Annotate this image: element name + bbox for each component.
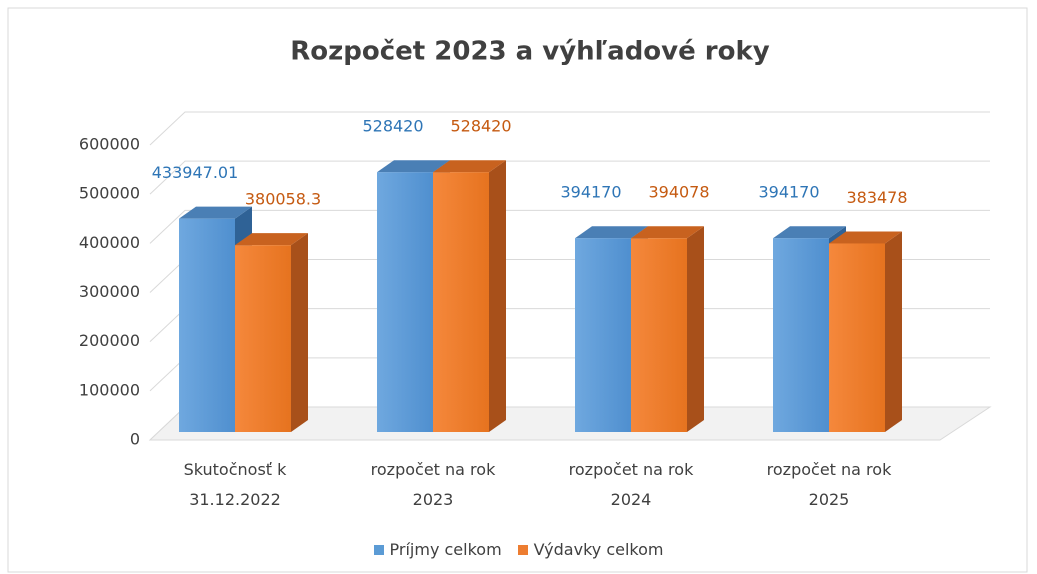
bar-top <box>631 226 704 239</box>
legend-item: Príjmy celkom <box>373 540 502 559</box>
bar-front <box>433 172 489 433</box>
bar-side <box>291 233 308 432</box>
legend-item: Výdavky celkom <box>517 540 664 559</box>
data-label: 383478 <box>846 188 907 207</box>
chart-title: Rozpočet 2023 a výhľadové roky <box>290 37 770 67</box>
y-tick-label: 300000 <box>79 282 140 301</box>
bar-top <box>433 160 506 173</box>
bar-top <box>829 231 902 244</box>
bar-front <box>179 218 235 432</box>
y-tick-label: 200000 <box>79 331 140 350</box>
data-label: 394170 <box>560 183 621 202</box>
y-tick-label: 600000 <box>79 135 140 154</box>
bar-front <box>575 238 631 432</box>
grid-line <box>149 160 990 195</box>
y-tick-label: 500000 <box>79 184 140 203</box>
x-tick-label: Skutočnosť k 31.12.2022 <box>183 460 287 509</box>
legend-swatch <box>373 545 384 555</box>
y-tick-label: 0 <box>130 430 140 449</box>
bar-front <box>377 172 433 433</box>
bar-top <box>235 233 308 246</box>
legend-swatch <box>517 545 528 555</box>
bar-front <box>773 238 829 432</box>
grid-line <box>149 111 990 146</box>
bar-side <box>687 226 704 432</box>
y-tick-label: 400000 <box>79 233 140 252</box>
bar-side <box>489 160 506 433</box>
bar-top <box>377 160 450 173</box>
grid-line <box>149 209 990 244</box>
legend-label: Príjmy celkom <box>389 540 502 559</box>
x-tick-label: rozpočet na rok 2023 <box>370 460 496 509</box>
y-tick-label: 100000 <box>79 380 140 399</box>
bar <box>235 233 308 432</box>
legend: Príjmy celkom Výdavky celkom <box>0 540 1037 559</box>
bar-top <box>179 206 252 219</box>
bar <box>829 231 902 432</box>
data-label: 528420 <box>450 117 511 136</box>
bar-top <box>575 226 648 239</box>
bar-side <box>885 231 902 432</box>
data-label: 380058.3 <box>245 190 321 209</box>
data-label: 394078 <box>648 183 709 202</box>
x-tick-label: rozpočet na rok 2024 <box>568 460 694 509</box>
data-label: 394170 <box>758 183 819 202</box>
data-label: 433947.01 <box>152 163 239 182</box>
bar-front <box>235 245 291 432</box>
bar <box>631 226 704 432</box>
bar <box>433 160 506 433</box>
bar-front <box>829 243 885 432</box>
legend-label: Výdavky celkom <box>533 540 664 559</box>
bar-top <box>773 226 846 239</box>
data-label: 528420 <box>362 117 423 136</box>
x-tick-label: rozpočet na rok 2025 <box>766 460 892 509</box>
bar-front <box>631 238 687 432</box>
